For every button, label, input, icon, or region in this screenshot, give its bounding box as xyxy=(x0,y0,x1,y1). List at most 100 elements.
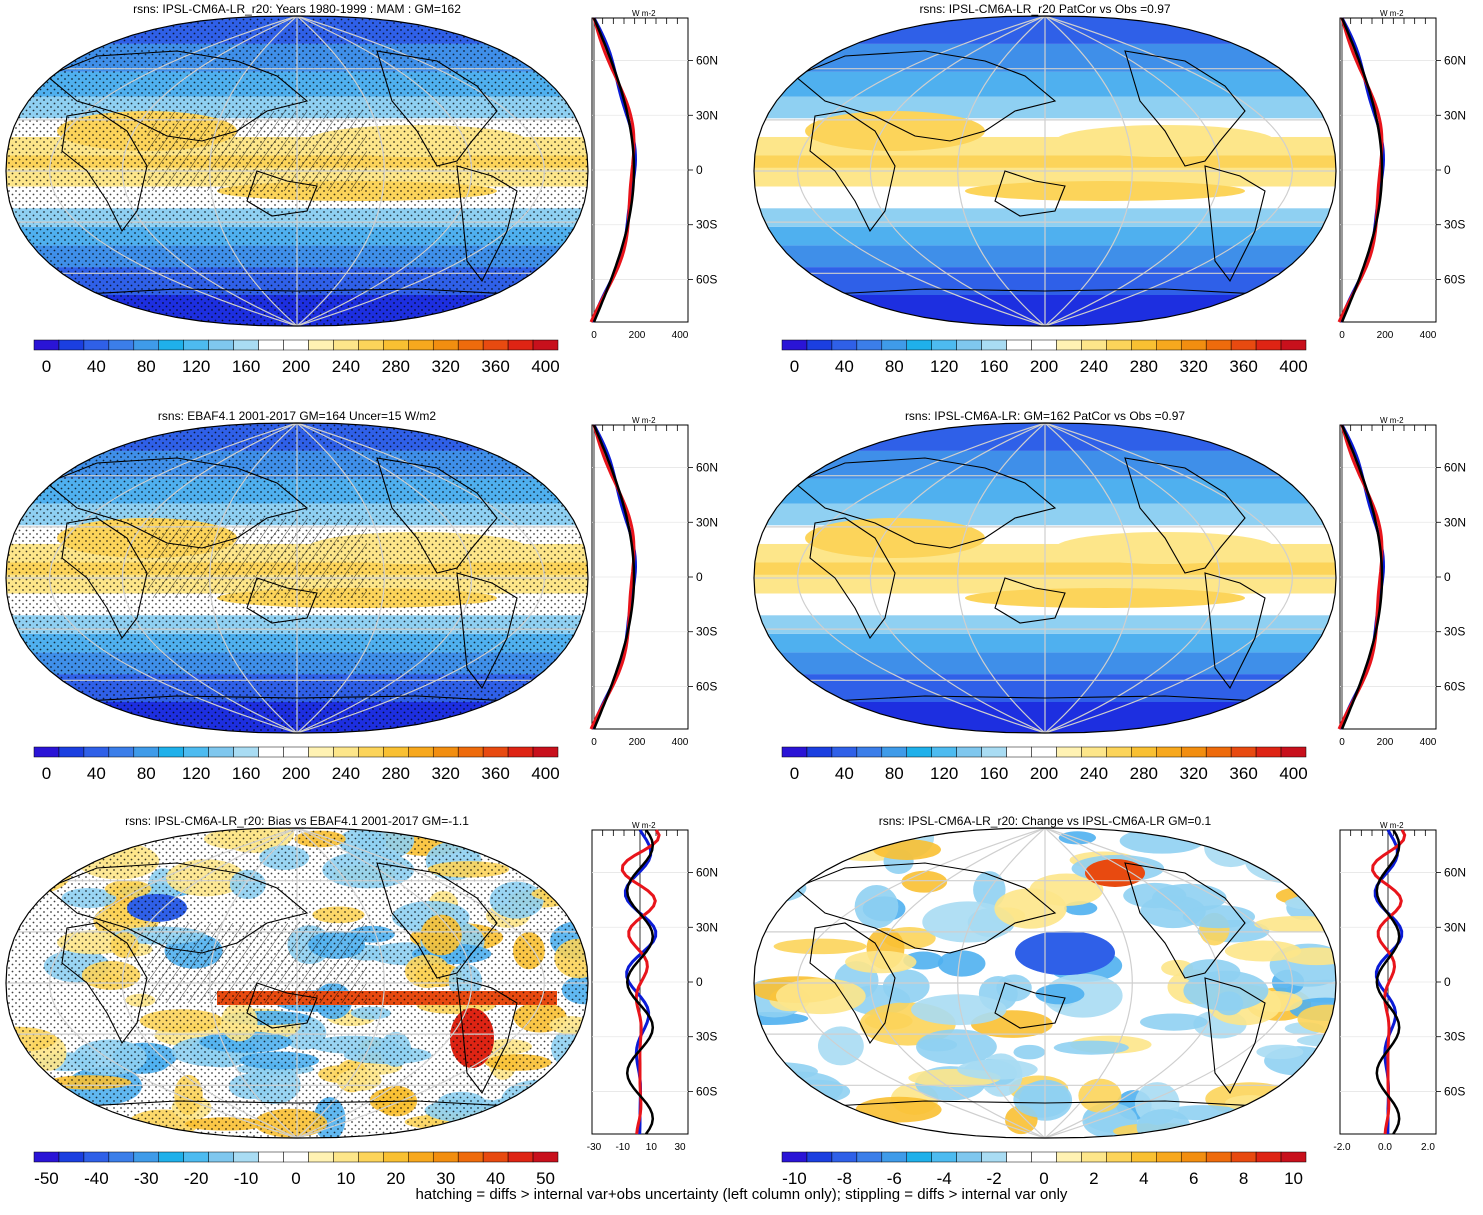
profile-x-label: 0 xyxy=(1339,330,1345,341)
colorbar-label: 40 xyxy=(87,357,106,376)
coastline xyxy=(456,165,518,283)
profile-lat-label: 60N xyxy=(696,54,718,68)
meridian-line xyxy=(1044,16,1133,326)
coastline xyxy=(1124,457,1246,574)
coastline xyxy=(46,288,548,297)
colorbar-box xyxy=(507,339,534,351)
colorbar-label: 10 xyxy=(336,1169,355,1188)
coastline xyxy=(809,110,896,233)
colorbar-box xyxy=(856,746,883,758)
field-blob xyxy=(1013,1044,1046,1060)
field-blob xyxy=(996,974,1032,1002)
panel-title: rsns: IPSL-CM6A-LR: GM=162 PatCor vs Obs… xyxy=(905,409,1185,423)
meridian-line xyxy=(957,16,1046,326)
meridian-line xyxy=(797,828,1046,1138)
colorbar-box xyxy=(158,746,184,758)
colorbar-box xyxy=(856,1151,883,1163)
colorbar-box xyxy=(482,746,509,758)
field-blob xyxy=(773,938,867,955)
colorbar-label: 200 xyxy=(282,357,310,376)
colorbar-label: 80 xyxy=(885,764,904,783)
map-outline xyxy=(5,422,589,734)
colorbar-box xyxy=(956,1151,982,1163)
colorbar-box xyxy=(183,746,209,758)
graticule xyxy=(6,16,588,326)
colorbar-label: 360 xyxy=(1229,764,1257,783)
field-blob xyxy=(509,1114,588,1138)
colorbar-label: 200 xyxy=(1030,764,1058,783)
meridian-line xyxy=(797,16,1046,326)
field-blob xyxy=(911,994,1007,1026)
meridian-line xyxy=(296,423,385,733)
colorbar-box xyxy=(108,1151,135,1163)
panel-e: rsns: IPSL-CM6A-LR_r20: Bias vs EBAF4.1 … xyxy=(5,814,718,1188)
colorbar-box xyxy=(1131,746,1157,758)
field-blob xyxy=(784,1120,864,1138)
field-blob xyxy=(816,1118,855,1138)
footer-note: hatching = diffs > internal var+obs unce… xyxy=(415,1186,1068,1203)
profile-line-mean xyxy=(1340,424,1384,730)
colorbar-label: 320 xyxy=(1180,764,1208,783)
colorbar-label: 2 xyxy=(1089,1169,1098,1188)
field-blob xyxy=(1285,896,1336,910)
coastlines xyxy=(45,457,548,704)
coastline xyxy=(61,517,148,640)
field-blob xyxy=(1254,916,1336,933)
colorbar-box xyxy=(1006,746,1032,758)
profile-line-mean xyxy=(592,17,636,323)
colorbar-label: 120 xyxy=(182,357,210,376)
colorbar-label: -20 xyxy=(184,1169,209,1188)
colorbar-box xyxy=(1205,746,1232,758)
colorbar-box xyxy=(83,339,110,351)
colorbar-box xyxy=(507,746,534,758)
meridian-line xyxy=(209,423,298,733)
colorbar-label: 200 xyxy=(1030,357,1058,376)
colorbar-label: 80 xyxy=(137,357,156,376)
colorbar-label: -30 xyxy=(134,1169,159,1188)
profile-x-label: 200 xyxy=(1377,330,1394,341)
profile-line-obs xyxy=(1371,829,1407,1135)
meridian-line xyxy=(122,16,298,326)
colorbar-label: 160 xyxy=(232,357,260,376)
field-blob xyxy=(1245,841,1336,884)
field-blob xyxy=(15,840,46,853)
map-outline xyxy=(5,15,589,327)
field-blob xyxy=(1224,940,1302,962)
colorbar-box xyxy=(408,339,434,351)
colorbar-box xyxy=(283,339,309,351)
field-blob xyxy=(833,828,883,840)
colorbar-box xyxy=(532,339,559,351)
colorbar-label: 0 xyxy=(790,357,799,376)
colorbar-box xyxy=(457,746,484,758)
colorbar-box xyxy=(1106,339,1132,351)
field-blob xyxy=(754,878,793,909)
profile-x-label: -2.0 xyxy=(1333,1142,1351,1153)
field-blob xyxy=(1078,1078,1122,1113)
hatching xyxy=(147,111,367,191)
colorbar-label: 160 xyxy=(980,764,1008,783)
colorbar-box xyxy=(258,746,284,758)
coastline xyxy=(376,50,498,167)
field-blob xyxy=(1136,1108,1191,1138)
colorbar-box xyxy=(457,339,484,351)
field-blob xyxy=(795,828,881,857)
field-blob xyxy=(1271,834,1306,872)
meridian-line xyxy=(1044,423,1133,733)
coastline xyxy=(994,170,1066,217)
field-blob xyxy=(754,1114,798,1138)
graticule xyxy=(6,828,588,1138)
colorbar-box xyxy=(981,746,1007,758)
colorbar-box xyxy=(233,339,259,351)
field-blob xyxy=(519,1095,588,1132)
colorbar-box xyxy=(1031,746,1057,758)
colorbar-label: 0 xyxy=(1039,1169,1048,1188)
map-field xyxy=(754,16,1336,326)
profile-line-obs xyxy=(1337,17,1384,323)
field-blob xyxy=(1277,1088,1323,1128)
profile-x-label: 0 xyxy=(591,330,597,341)
colorbar-box xyxy=(283,1151,309,1163)
profile-lat-label: 30S xyxy=(696,1030,717,1044)
colorbar-box xyxy=(956,339,982,351)
meridian-line xyxy=(296,423,545,733)
meridian-line xyxy=(122,828,298,1138)
